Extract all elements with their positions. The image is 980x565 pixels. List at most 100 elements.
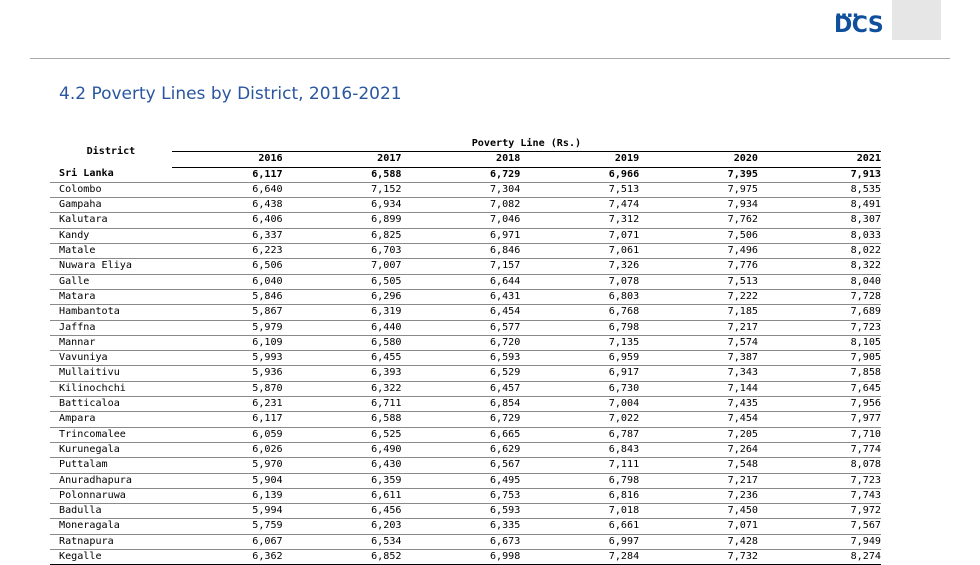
poverty-line-value: 6,997 — [520, 534, 640, 551]
table-row: Anuradhapura 5,904 6,359 6,495 6,798 7,217 7,7… — [50, 473, 881, 489]
district-name: Kalutara — [50, 212, 172, 229]
logo-dots: ▪▪▪▪ — [836, 11, 859, 19]
poverty-line-value: 8,022 — [758, 243, 881, 260]
poverty-line-value: 6,455 — [282, 350, 402, 367]
table-row: Trincomalee 6,059 6,525 6,665 6,787 7,205 7,71… — [50, 427, 881, 443]
poverty-line-value: 7,728 — [758, 289, 881, 306]
poverty-line-value: 6,109 — [171, 335, 283, 352]
poverty-line-value: 5,994 — [171, 503, 283, 520]
poverty-line-value: 7,689 — [758, 304, 881, 321]
poverty-line-value: 8,274 — [758, 549, 881, 565]
poverty-line-value: 6,711 — [282, 396, 402, 413]
poverty-line-value: 7,732 — [639, 549, 759, 565]
poverty-line-value: 6,852 — [282, 549, 402, 565]
poverty-line-value: 5,904 — [171, 473, 283, 489]
logo-text: DCS — [834, 13, 884, 38]
poverty-line-value: 5,867 — [171, 304, 283, 321]
poverty-line-value: 6,816 — [520, 488, 640, 505]
poverty-line-value: 6,231 — [171, 396, 283, 413]
table-row: Jaffna 5,979 6,440 6,577 6,798 7,217 7,723 — [50, 320, 881, 336]
table-row: Colombo 6,640 7,152 7,304 7,513 7,975 8,535 — [50, 182, 881, 199]
poverty-line-value: 7,071 — [520, 228, 640, 245]
poverty-line-value: 6,768 — [520, 304, 640, 321]
year-header-row: 2016 2017 2018 2019 2020 2021 — [50, 151, 881, 168]
district-column-header: District — [86, 145, 136, 157]
poverty-line-value: 6,729 — [401, 167, 521, 183]
district-name: Hambantota — [50, 304, 172, 321]
poverty-line-value: 6,505 — [282, 274, 402, 290]
district-name: Kilinochchi — [50, 381, 172, 398]
poverty-line-value: 7,144 — [639, 381, 759, 398]
poverty-line-value: 7,474 — [520, 197, 640, 214]
poverty-line-value: 6,059 — [171, 427, 283, 443]
poverty-line-value: 7,222 — [639, 289, 759, 306]
table-row: Gampaha 6,438 6,934 7,082 7,474 7,934 8,491 — [50, 197, 881, 214]
poverty-line-value: 7,304 — [401, 182, 521, 199]
page-title: 4.2 Poverty Lines by District, 2016-2021 — [59, 84, 402, 104]
district-name: Galle — [50, 274, 172, 290]
table-row: Kilinochchi 5,870 6,322 6,457 6,730 7,144 7,64… — [50, 381, 881, 398]
poverty-line-value: 7,776 — [639, 258, 759, 275]
poverty-line-value: 7,326 — [520, 258, 640, 275]
poverty-line-value: 7,343 — [639, 365, 759, 382]
poverty-line-value: 7,913 — [758, 167, 881, 183]
poverty-line-value: 7,435 — [639, 396, 759, 413]
header-divider — [30, 58, 950, 59]
district-name: Anuradhapura — [50, 473, 172, 489]
district-name: Gampaha — [50, 197, 172, 214]
poverty-line-value: 6,998 — [401, 549, 521, 565]
poverty-line-value: 5,936 — [171, 365, 283, 382]
poverty-line-value: 6,787 — [520, 427, 640, 443]
poverty-line-value: 7,977 — [758, 411, 881, 428]
poverty-line-value: 7,774 — [758, 442, 881, 459]
poverty-line-value: 7,513 — [639, 274, 759, 290]
year-header-2020: 2020 — [639, 151, 759, 168]
poverty-line-value: 7,496 — [639, 243, 759, 260]
year-header-2016: 2016 — [171, 151, 283, 168]
district-name: Trincomalee — [50, 427, 172, 443]
poverty-line-value: 7,506 — [639, 228, 759, 245]
poverty-line-value: 7,934 — [639, 197, 759, 214]
table-row: Ratnapura 6,067 6,534 6,673 6,997 7,428 7,949 — [50, 534, 881, 551]
table-header-row: District Poverty Line (Rs.) — [50, 137, 881, 157]
table-body: Sri Lanka 6,117 6,588 6,729 6,966 7,395 7,913 C… — [50, 167, 881, 565]
table-row: Nuwara Eliya 6,506 7,007 7,157 7,326 7,776 8,3… — [50, 258, 881, 275]
poverty-line-value: 7,185 — [639, 304, 759, 321]
poverty-line-value: 7,071 — [639, 518, 759, 535]
poverty-line-value: 7,567 — [758, 518, 881, 535]
poverty-line-value: 7,082 — [401, 197, 521, 214]
poverty-line-value: 6,362 — [171, 549, 283, 565]
poverty-line-value: 6,703 — [282, 243, 402, 260]
poverty-line-value: 6,825 — [282, 228, 402, 245]
district-name: Nuwara Eliya — [50, 258, 172, 275]
table-row: Vavuniya 5,993 6,455 6,593 6,959 7,387 7,905 — [50, 350, 881, 367]
table-row: Matale 6,223 6,703 6,846 7,061 7,496 8,022 — [50, 243, 881, 260]
poverty-line-value: 6,673 — [401, 534, 521, 551]
district-name: Polonnaruwa — [50, 488, 172, 505]
poverty-line-value: 6,525 — [282, 427, 402, 443]
poverty-line-value: 6,457 — [401, 381, 521, 398]
poverty-line-value: 5,979 — [171, 320, 283, 336]
poverty-line-value: 7,858 — [758, 365, 881, 382]
poverty-line-value: 6,854 — [401, 396, 521, 413]
district-name: Puttalam — [50, 457, 172, 474]
year-header-2021: 2021 — [758, 151, 881, 168]
poverty-line-value: 7,956 — [758, 396, 881, 413]
poverty-line-value: 6,588 — [282, 411, 402, 428]
poverty-line-value: 8,491 — [758, 197, 881, 214]
poverty-line-value: 7,236 — [639, 488, 759, 505]
table-row: Batticaloa 6,231 6,711 6,854 7,004 7,435 7,956 — [50, 396, 881, 413]
poverty-line-value: 8,040 — [758, 274, 881, 290]
poverty-line-value: 7,972 — [758, 503, 881, 520]
district-name: Ampara — [50, 411, 172, 428]
poverty-line-value: 6,040 — [171, 274, 283, 290]
poverty-line-value: 8,033 — [758, 228, 881, 245]
district-name: Mannar — [50, 335, 172, 352]
table-row: Hambantota 5,867 6,319 6,454 6,768 7,185 7,689 — [50, 304, 881, 321]
table-row: Kegalle 6,362 6,852 6,998 7,284 7,732 8,274 — [50, 549, 881, 565]
poverty-line-value: 6,139 — [171, 488, 283, 505]
poverty-line-value: 6,917 — [520, 365, 640, 382]
poverty-line-value: 6,899 — [282, 212, 402, 229]
poverty-line-group-header: Poverty Line (Rs.) — [171, 137, 881, 153]
table-row: Polonnaruwa 6,139 6,611 6,753 6,816 7,236 7,74… — [50, 488, 881, 505]
